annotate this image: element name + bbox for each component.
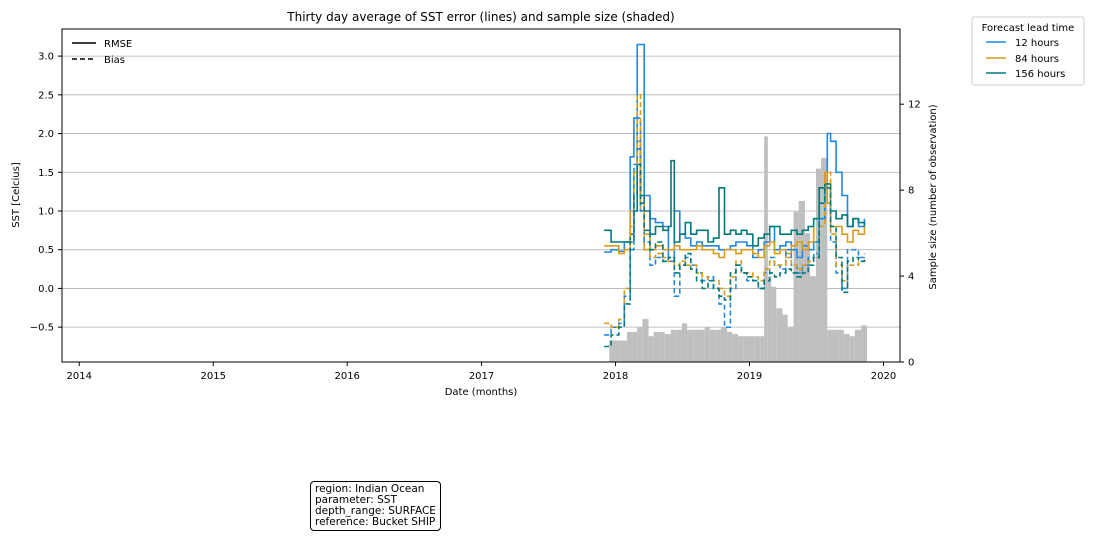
y-tick-label: 2.0 bbox=[38, 129, 54, 140]
sample-size-bar bbox=[743, 336, 750, 362]
sample-size-bar bbox=[749, 336, 755, 362]
y-tick-label: 1.5 bbox=[38, 168, 54, 179]
series-lines bbox=[604, 43, 866, 348]
sample-size-bar bbox=[771, 286, 777, 362]
legend-bias-label: Bias bbox=[104, 55, 125, 66]
info-depth-range: depth_range: SURFACE bbox=[315, 505, 436, 517]
sample-size-bar bbox=[782, 314, 788, 362]
sample-size-bar bbox=[861, 325, 868, 362]
sample-size-bar bbox=[849, 336, 855, 362]
sample-size-bar bbox=[704, 327, 710, 362]
sample-size-bar bbox=[648, 336, 654, 362]
sample-size-bar bbox=[687, 329, 694, 362]
sample-size-bar bbox=[732, 334, 739, 362]
sample-size-bar bbox=[821, 157, 828, 362]
sample-size-bar bbox=[727, 331, 733, 362]
sample-size-bar bbox=[815, 168, 822, 362]
y-tick-label: 1.0 bbox=[38, 206, 54, 217]
legend-rmse-label: RMSE bbox=[104, 39, 132, 50]
legend-12h-label: 12 hours bbox=[1015, 38, 1059, 49]
chart-title: Thirty day average of SST error (lines) … bbox=[286, 10, 674, 24]
plot-frame bbox=[61, 28, 901, 363]
sample-size-bar bbox=[854, 329, 862, 362]
sample-size-bar bbox=[653, 331, 660, 362]
x-tick-label: 2018 bbox=[603, 371, 628, 382]
sample-size-bar bbox=[632, 331, 638, 362]
metadata-info-box: region: Indian Ocean parameter: SST dept… bbox=[310, 481, 441, 531]
sample-size-bar bbox=[787, 327, 794, 362]
sample-size-bar bbox=[760, 336, 765, 362]
sample-size-bar bbox=[767, 276, 772, 362]
sample-size-bar bbox=[843, 334, 850, 362]
sample-size-bar bbox=[664, 334, 671, 362]
y2-tick-label: 4 bbox=[908, 272, 914, 283]
y-axis-label: SST [Celcius] bbox=[11, 162, 22, 228]
sample-size-bar bbox=[720, 327, 728, 362]
sample-size-bar bbox=[764, 136, 768, 362]
sample-size-bar bbox=[626, 331, 633, 362]
sample-size-bar bbox=[715, 329, 721, 362]
sample-size-bar bbox=[670, 329, 677, 362]
y-tick-label: 0.0 bbox=[38, 284, 54, 295]
sample-size-bar bbox=[709, 329, 716, 362]
sample-size-bar bbox=[754, 336, 761, 362]
sample-size-bar bbox=[659, 331, 665, 362]
x-tick-label: 2016 bbox=[334, 371, 359, 382]
x-axis-ticks: 2014 2015 2016 2017 2018 2019 2020 bbox=[67, 362, 896, 382]
style-legend: RMSE Bias bbox=[72, 39, 132, 66]
legend-84h-label: 84 hours bbox=[1015, 54, 1059, 65]
y2-axis-ticks: 0 4 8 12 bbox=[900, 100, 921, 369]
sample-size-bar bbox=[615, 340, 621, 362]
sample-size-bar bbox=[776, 308, 783, 362]
sample-size-bar bbox=[738, 336, 744, 362]
sample-size-bar bbox=[637, 327, 643, 362]
sample-size-bar bbox=[609, 340, 616, 362]
sample-size-bar bbox=[620, 340, 627, 362]
sample-size-bar bbox=[642, 319, 649, 362]
sample-size-bar bbox=[693, 329, 699, 362]
sample-size-bar bbox=[804, 233, 811, 362]
info-region: region: Indian Ocean bbox=[315, 483, 425, 495]
sample-size-bar bbox=[838, 329, 844, 362]
series-line-156-hours-bias bbox=[604, 163, 866, 348]
y-tick-label: 0.5 bbox=[38, 245, 54, 256]
series-legend-title: Forecast lead time bbox=[982, 23, 1075, 34]
sample-size-bar bbox=[810, 276, 816, 362]
y2-tick-label: 12 bbox=[908, 100, 921, 111]
sample-size-bar bbox=[832, 329, 839, 362]
x-tick-label: 2019 bbox=[737, 371, 762, 382]
y-tick-label: −0.5 bbox=[30, 323, 54, 334]
sample-size-bar bbox=[793, 211, 799, 362]
info-reference: reference: Bucket SHIP bbox=[315, 516, 436, 528]
y2-tick-label: 0 bbox=[908, 358, 914, 369]
series-line-156-hours-rmse bbox=[604, 148, 866, 247]
grid-layer bbox=[62, 55, 900, 328]
sample-size-bar bbox=[681, 323, 688, 362]
sample-size-bar bbox=[827, 329, 833, 362]
sample-size-bar bbox=[798, 200, 805, 362]
y2-axis-label: Sample size (number of observation) bbox=[928, 104, 939, 289]
sample-size-bars bbox=[609, 136, 868, 362]
x-axis-label: Date (months) bbox=[445, 387, 518, 398]
x-tick-label: 2017 bbox=[469, 371, 494, 382]
y2-tick-label: 8 bbox=[908, 186, 914, 197]
sample-size-bar bbox=[676, 329, 682, 362]
series-legend: Forecast lead time 12 hours 84 hours 156… bbox=[971, 16, 1085, 86]
x-tick-label: 2020 bbox=[871, 371, 896, 382]
y-tick-label: 2.5 bbox=[38, 90, 54, 101]
y-axis-ticks: −0.5 0.0 0.5 1.0 1.5 2.0 2.5 3.0 bbox=[30, 52, 62, 334]
x-tick-label: 2015 bbox=[201, 371, 226, 382]
x-tick-label: 2014 bbox=[67, 371, 92, 382]
legend-156h-label: 156 hours bbox=[1015, 69, 1065, 80]
sample-size-bar bbox=[698, 329, 705, 362]
info-parameter: parameter: SST bbox=[315, 494, 397, 506]
y-tick-label: 3.0 bbox=[38, 52, 54, 63]
series-legend-frame bbox=[971, 16, 1085, 86]
